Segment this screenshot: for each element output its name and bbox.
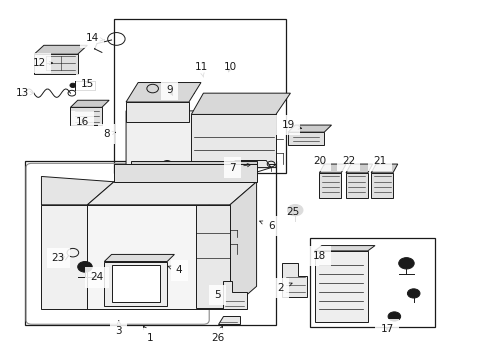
Text: 12: 12 — [32, 58, 53, 68]
Bar — [24, 161, 275, 325]
Polygon shape — [282, 263, 307, 297]
Text: 6: 6 — [259, 221, 274, 231]
Text: 22: 22 — [341, 156, 354, 166]
Text: 15: 15 — [81, 79, 94, 89]
Polygon shape — [114, 164, 256, 182]
Polygon shape — [319, 164, 346, 173]
Polygon shape — [370, 173, 392, 198]
Circle shape — [398, 258, 413, 269]
Polygon shape — [346, 173, 367, 198]
Circle shape — [78, 261, 92, 272]
Polygon shape — [126, 111, 275, 168]
Text: 23: 23 — [52, 253, 65, 263]
Text: 10: 10 — [223, 62, 236, 72]
Polygon shape — [131, 161, 256, 164]
Text: 8: 8 — [103, 129, 115, 139]
Text: 14: 14 — [85, 33, 104, 43]
Circle shape — [387, 312, 400, 321]
Text: 1: 1 — [143, 326, 153, 343]
Text: 19: 19 — [281, 120, 301, 130]
Circle shape — [287, 204, 303, 216]
Bar — [114, 19, 285, 173]
Polygon shape — [87, 205, 229, 309]
Text: 20: 20 — [312, 156, 325, 166]
Text: 16: 16 — [76, 117, 89, 126]
Polygon shape — [41, 176, 114, 205]
Text: 17: 17 — [380, 324, 393, 334]
Polygon shape — [126, 82, 201, 102]
Text: 11: 11 — [194, 62, 207, 77]
Polygon shape — [223, 281, 246, 309]
Polygon shape — [70, 107, 102, 125]
Polygon shape — [196, 205, 229, 307]
Text: 24: 24 — [90, 273, 103, 283]
Bar — [309, 238, 435, 327]
Polygon shape — [314, 251, 367, 322]
Text: 2: 2 — [277, 283, 291, 293]
Text: 4: 4 — [167, 265, 182, 275]
Circle shape — [70, 83, 76, 87]
Polygon shape — [370, 164, 397, 173]
Polygon shape — [314, 246, 374, 251]
Circle shape — [290, 207, 299, 213]
Text: 3: 3 — [115, 321, 122, 336]
Polygon shape — [346, 164, 372, 173]
Polygon shape — [70, 100, 109, 107]
Polygon shape — [34, 45, 87, 54]
Polygon shape — [41, 205, 87, 309]
Polygon shape — [87, 182, 256, 205]
Polygon shape — [104, 261, 167, 306]
Polygon shape — [126, 102, 188, 122]
Text: 26: 26 — [211, 326, 224, 343]
Polygon shape — [234, 161, 270, 168]
Text: 5: 5 — [214, 290, 221, 300]
Text: 25: 25 — [285, 207, 299, 217]
Text: 18: 18 — [312, 251, 325, 261]
Polygon shape — [218, 316, 239, 324]
Polygon shape — [319, 173, 341, 198]
Polygon shape — [191, 114, 275, 164]
Polygon shape — [34, 54, 78, 74]
Circle shape — [407, 289, 419, 298]
Text: 9: 9 — [166, 85, 173, 95]
Polygon shape — [191, 93, 290, 114]
Polygon shape — [229, 182, 256, 309]
Text: 7: 7 — [229, 163, 250, 172]
Polygon shape — [104, 255, 174, 261]
Text: 13: 13 — [16, 88, 34, 98]
Text: 21: 21 — [372, 156, 386, 166]
Polygon shape — [111, 265, 160, 302]
Polygon shape — [287, 132, 324, 145]
Polygon shape — [287, 125, 331, 132]
